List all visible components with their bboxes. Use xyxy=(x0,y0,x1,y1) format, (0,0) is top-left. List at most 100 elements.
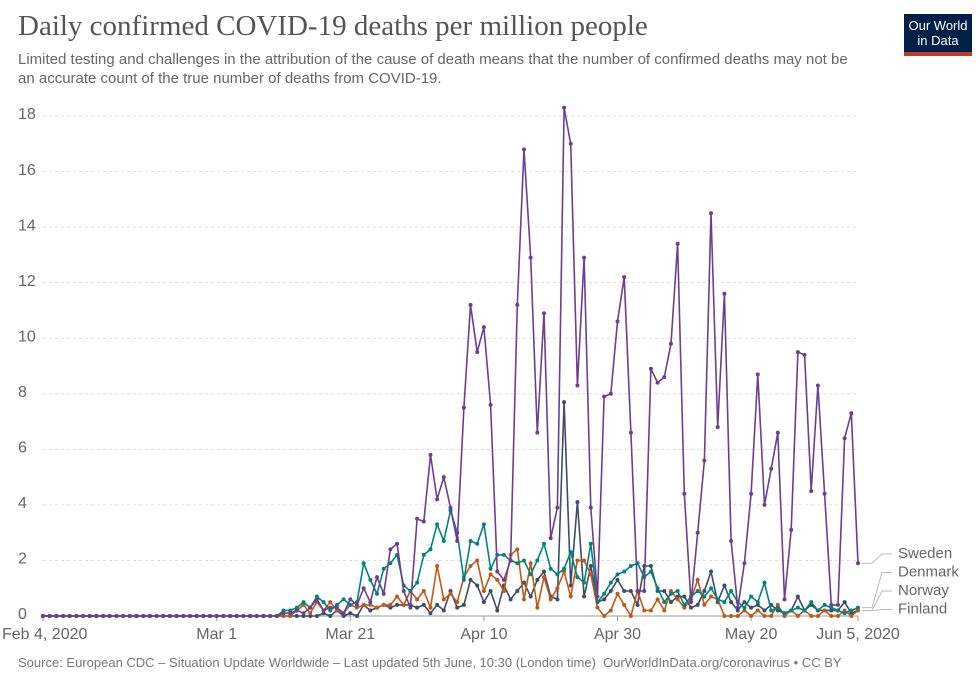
data-point xyxy=(248,614,253,618)
data-point xyxy=(809,489,814,493)
data-point xyxy=(742,605,747,610)
data-point xyxy=(562,105,567,110)
data-point xyxy=(354,605,359,610)
data-point xyxy=(535,430,540,435)
data-point xyxy=(395,541,400,546)
logo[interactable]: Our World in Data xyxy=(904,14,972,56)
data-point xyxy=(521,558,526,563)
data-point xyxy=(602,614,607,618)
y-tick-label: 4 xyxy=(18,495,27,512)
data-point xyxy=(468,564,473,568)
data-point xyxy=(481,600,486,605)
data-point xyxy=(615,591,620,596)
data-point xyxy=(441,597,446,602)
data-point xyxy=(849,411,854,416)
data-point xyxy=(41,614,45,618)
data-point xyxy=(595,600,600,605)
data-point xyxy=(588,564,593,568)
data-point xyxy=(769,466,774,471)
source: Source: European CDC – Situation Update … xyxy=(18,655,596,670)
data-point xyxy=(475,350,480,355)
x-tick-label: Apr 30 xyxy=(594,626,641,643)
data-point xyxy=(575,383,580,388)
data-point xyxy=(435,497,440,502)
data-point xyxy=(642,608,647,613)
data-point xyxy=(635,589,640,593)
data-point xyxy=(749,605,754,610)
data-point xyxy=(635,602,640,607)
data-point xyxy=(615,572,620,577)
data-point xyxy=(288,614,293,618)
series-line xyxy=(43,107,859,617)
data-point xyxy=(375,591,380,596)
data-point xyxy=(682,594,687,599)
legend-label: Norway xyxy=(898,582,949,599)
data-point xyxy=(488,566,493,571)
data-point xyxy=(775,602,780,607)
data-point xyxy=(107,614,112,618)
data-point xyxy=(582,580,587,585)
data-point xyxy=(655,597,660,602)
data-point xyxy=(201,614,206,618)
data-point xyxy=(628,430,633,435)
data-point xyxy=(688,600,693,605)
data-point xyxy=(769,608,774,613)
data-point xyxy=(815,608,820,613)
data-point xyxy=(582,558,587,563)
data-point xyxy=(709,569,714,574)
data-point xyxy=(628,589,633,593)
data-point xyxy=(749,594,754,599)
data-point xyxy=(294,605,299,610)
data-point xyxy=(488,572,493,577)
data-point xyxy=(542,569,547,574)
data-point xyxy=(642,589,647,593)
data-point xyxy=(568,594,573,599)
data-point xyxy=(428,605,433,610)
y-tick-label: 2 xyxy=(18,551,27,568)
data-point xyxy=(468,577,473,582)
y-tick-label: 18 xyxy=(18,106,36,123)
data-point xyxy=(695,530,700,535)
credit[interactable]: OurWorldInData.org/coronavirus • CC BY xyxy=(603,655,842,670)
data-point xyxy=(281,608,286,613)
data-point xyxy=(662,608,667,613)
data-point xyxy=(281,611,286,616)
x-tick-label: Jun 5, 2020 xyxy=(816,626,900,643)
data-point xyxy=(655,586,660,591)
data-point xyxy=(455,539,460,543)
data-point xyxy=(294,614,299,618)
data-point xyxy=(722,583,727,588)
data-point xyxy=(775,430,780,435)
y-tick-label: 16 xyxy=(18,162,36,179)
data-point xyxy=(334,602,339,607)
data-point xyxy=(822,491,827,496)
data-point xyxy=(588,572,593,577)
data-point xyxy=(655,380,660,385)
data-point xyxy=(214,614,219,618)
data-point xyxy=(388,547,393,552)
data-point xyxy=(87,614,92,618)
logo-line: Our World xyxy=(908,18,968,33)
data-point xyxy=(481,325,486,330)
data-point xyxy=(228,614,233,618)
data-point xyxy=(829,605,834,610)
data-point xyxy=(281,614,286,618)
data-point xyxy=(501,552,506,557)
y-tick-label: 14 xyxy=(18,217,36,234)
data-point xyxy=(348,597,353,602)
data-point xyxy=(802,608,807,613)
data-point xyxy=(842,600,847,605)
legend-label: Sweden xyxy=(898,545,952,562)
data-point xyxy=(508,597,513,602)
data-point xyxy=(668,591,673,596)
data-point xyxy=(435,602,440,607)
data-point xyxy=(341,614,346,618)
data-point xyxy=(662,375,667,380)
data-point xyxy=(114,614,119,618)
data-point xyxy=(582,255,587,260)
chart: 0 2 4 6 8 10 12 14 16 18 Feb 4, 2020 Mar 1 Mar 21 Apr… xyxy=(2,105,959,643)
data-point xyxy=(508,558,513,563)
data-point xyxy=(735,605,740,610)
data-point xyxy=(648,564,653,568)
data-point xyxy=(395,602,400,607)
